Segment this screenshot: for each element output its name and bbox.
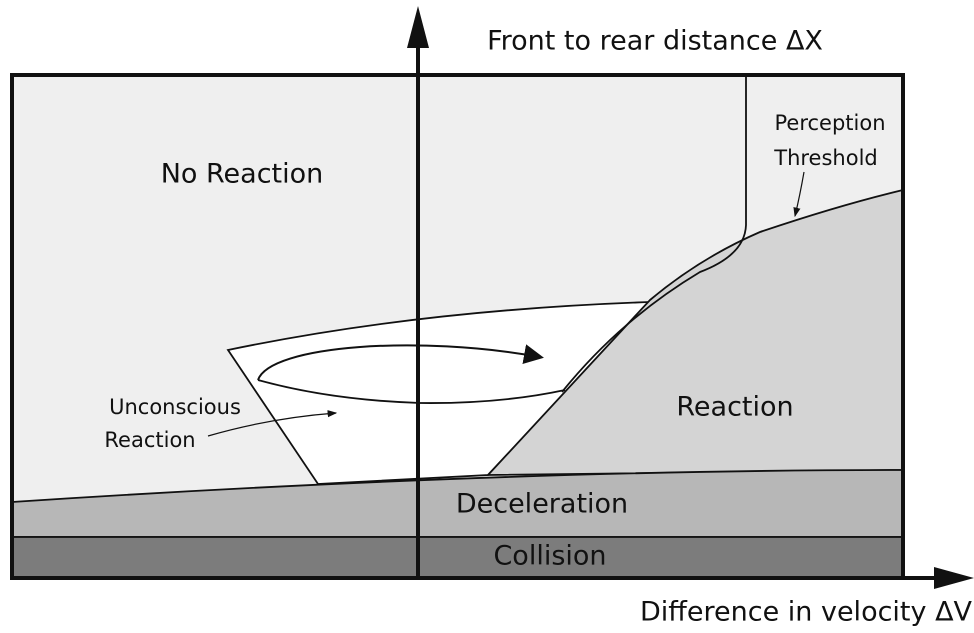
region-label: Reaction: [676, 392, 793, 423]
pointer: [207, 410, 338, 437]
annotation: Threshold: [773, 146, 878, 170]
y-axis-label: Front to rear distance ΔX: [487, 26, 823, 57]
unconscious-area: [226, 301, 653, 485]
annotation: Unconscious: [109, 395, 241, 419]
loop-arrow: [257, 344, 544, 381]
annotation: Reaction: [104, 428, 195, 452]
pointer: [793, 171, 805, 218]
x-axis-arrow: [934, 567, 974, 589]
region-label: Deceleration: [456, 489, 628, 520]
perception-threshold-line: [561, 75, 747, 393]
deceleration-area: [11, 469, 904, 538]
y-axis-arrow: [407, 6, 429, 48]
reaction-area: [485, 188, 904, 476]
region-label: No Reaction: [161, 159, 324, 190]
collision-area: [11, 536, 904, 579]
x-axis-label: Difference in velocity ΔV: [640, 597, 973, 628]
annotation: Perception: [774, 111, 885, 135]
region-label: Collision: [493, 541, 606, 572]
